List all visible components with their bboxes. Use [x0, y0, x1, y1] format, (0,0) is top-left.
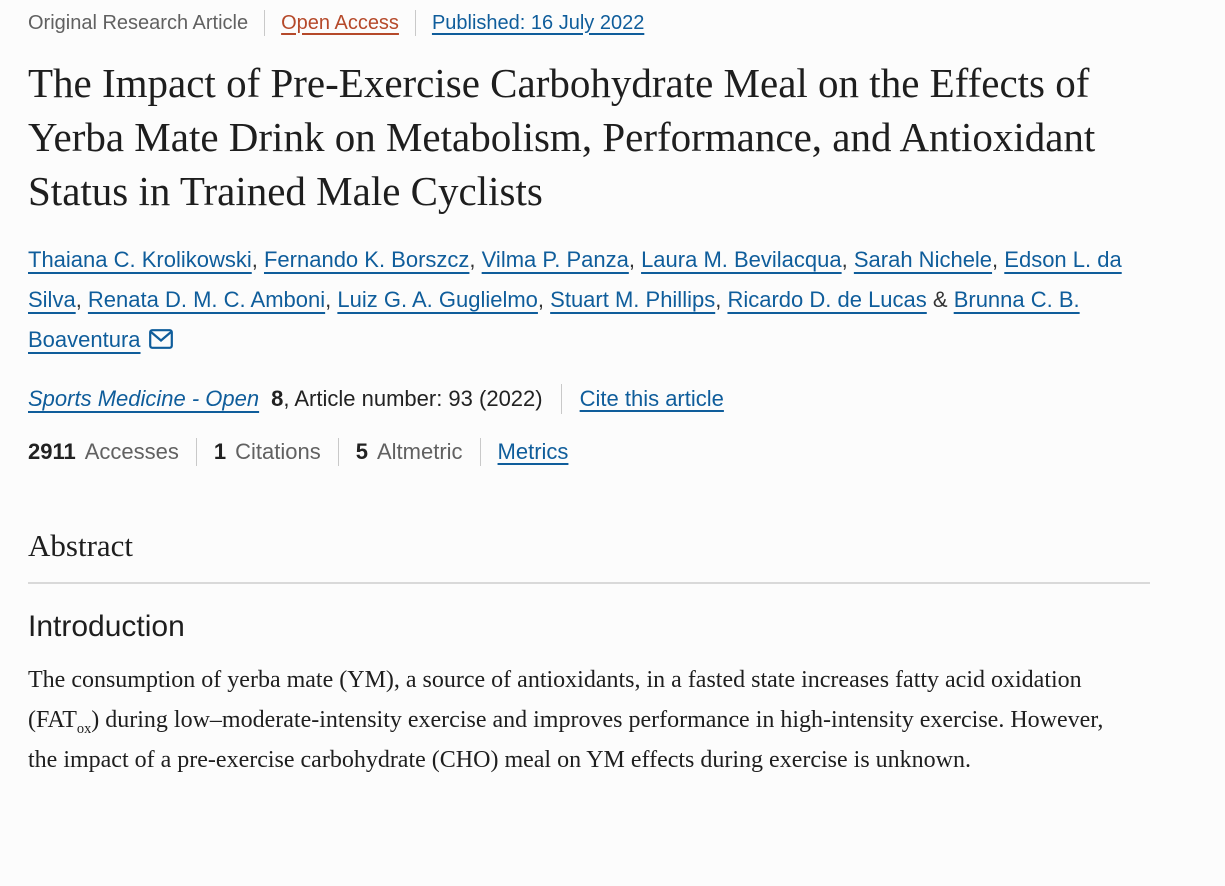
accesses-metric: 2911 Accesses [28, 439, 179, 465]
citations-metric: 1 Citations [214, 439, 321, 465]
separator [414, 10, 416, 36]
author-list: Thaiana C. Krolikowski, Fernando K. Bors… [28, 240, 1150, 360]
introduction-heading: Introduction [28, 610, 185, 643]
author-link[interactable]: Renata D. M. C. Amboni [87, 287, 326, 312]
author-separator: , [992, 247, 1005, 272]
article-page: Original Research Article Open Access Pu… [28, 8, 1225, 780]
author-separator: , [628, 247, 642, 272]
altmetric-metric: 5 Altmetric [356, 439, 463, 465]
email-corresponding-author-link[interactable] [148, 329, 173, 349]
abstract-section: Abstract Introduction The consumption of… [28, 528, 1225, 780]
article-title: The Impact of Pre-Exercise Carbohydrate … [28, 60, 1096, 214]
altmetric-label: Altmetric [376, 439, 463, 464]
separator [195, 438, 197, 466]
article-type-label: Original Research Article [28, 11, 249, 34]
accesses-label: Accesses [84, 439, 179, 464]
author-separator: , [251, 247, 264, 272]
author-separator: , [841, 247, 854, 272]
author-separator: & [926, 287, 954, 312]
altmetric-value: 5 [355, 439, 368, 464]
citations-label: Citations [235, 439, 321, 464]
author-separator: , [537, 287, 551, 312]
author-link[interactable]: Fernando K. Borszcz [263, 247, 470, 272]
intro-text-part1: The consumption of yerba mate (YM), a so… [28, 667, 1082, 733]
author-link[interactable]: Thaiana C. Krolikowski [28, 247, 252, 272]
separator [479, 438, 481, 466]
metrics-row: 2911 Accesses 1 Citations 5 Altmetric Metri… [28, 438, 1225, 466]
author-link[interactable]: Vilma P. Panza [481, 247, 629, 272]
fatox-subscript: ox [76, 720, 92, 737]
author-link[interactable]: Stuart M. Phillips [550, 287, 716, 312]
metrics-link[interactable]: Metrics [497, 439, 569, 464]
author-link[interactable]: Luiz G. A. Guglielmo [337, 287, 538, 312]
introduction-paragraph: The consumption of yerba mate (YM), a so… [28, 660, 1123, 780]
article-meta-row: Original Research Article Open Access Pu… [28, 8, 1225, 38]
journal-volume: 8 [271, 386, 284, 411]
article-number-text: , Article number: 93 (2022) [283, 386, 543, 411]
journal-link[interactable]: Sports Medicine - Open [28, 386, 260, 411]
section-divider [28, 582, 1150, 584]
author-link[interactable]: Ricardo D. de Lucas [727, 287, 927, 312]
author-link[interactable]: Sarah Nichele [853, 247, 993, 272]
author-separator: , [325, 287, 338, 312]
separator [337, 438, 339, 466]
separator [264, 10, 266, 36]
author-separator: , [75, 287, 88, 312]
author-link[interactable]: Laura M. Bevilacqua [641, 247, 842, 272]
journal-row: Sports Medicine - Open 8 , Article numbe… [28, 384, 1225, 414]
intro-text-part2: ) during low–moderate-intensity exercise… [28, 707, 1104, 773]
author-separator: , [469, 247, 482, 272]
citations-value: 1 [213, 439, 227, 464]
author-link[interactable]: Edson L. da Silva [28, 247, 1122, 312]
cite-this-article-link[interactable]: Cite this article [579, 386, 724, 411]
open-access-link[interactable]: Open Access [281, 11, 399, 34]
author-link[interactable]: Brunna C. B. Boaventura [28, 287, 1080, 352]
abstract-heading: Abstract [28, 528, 134, 563]
separator [560, 384, 562, 414]
published-date-link[interactable]: Published: 16 July 2022 [431, 11, 645, 34]
author-separator: , [715, 287, 728, 312]
accesses-value: 2911 [28, 439, 76, 464]
author-links-slot: Thaiana C. Krolikowski, Fernando K. Bors… [28, 247, 1122, 352]
envelope-icon [148, 329, 173, 349]
